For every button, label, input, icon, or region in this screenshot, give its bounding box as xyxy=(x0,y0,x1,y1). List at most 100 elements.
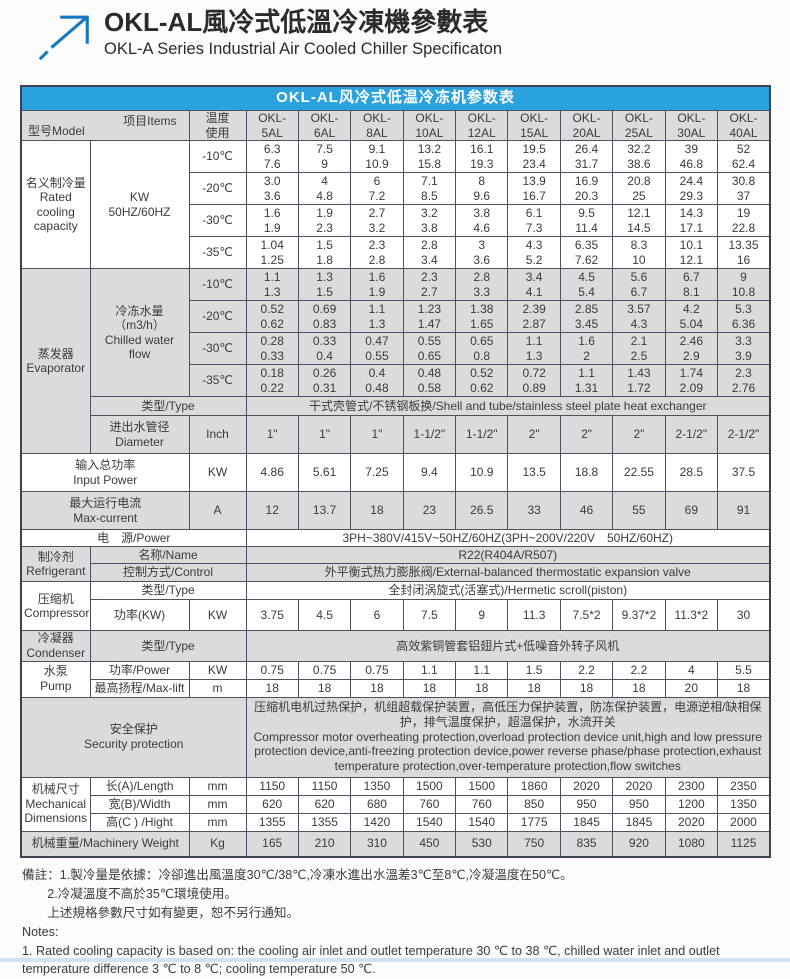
evaporator-row: -35℃ 0.18 0.22 0.26 0.31 0.4 0.48 0.48 0.58… xyxy=(21,364,771,398)
model-header-cell: OKL- 15AL xyxy=(507,109,561,142)
temp-cell: -35℃ xyxy=(188,236,247,270)
temp-cell: -10℃ xyxy=(188,268,247,302)
unit-cell: A xyxy=(188,491,247,531)
value-cell: 26.5 xyxy=(455,491,509,531)
weight-row: 机械重量/Machinery Weight Kg 165 210 310 450 530… xyxy=(20,830,771,858)
value-cell: 18 xyxy=(717,678,771,698)
security-text-cell: 压缩机电机过热保护，机组超载保护装置，高低压力保护装置，防冻保护装置，电源逆相/… xyxy=(245,696,771,778)
unit-cell: KW xyxy=(188,453,247,493)
value-cell: 1355 xyxy=(297,812,352,832)
security-text-zh: 压缩机电机过热保护，机组超载保护装置，高低压力保护装置，防冻保护装置，电源逆相/… xyxy=(254,700,762,730)
condenser-row: 冷凝器 Condenser 类型/Type 高效紫铜管套铝翅片式+低噪音外转子风… xyxy=(20,630,771,662)
value-cell: 760 xyxy=(402,794,457,814)
value-cell: 0.72 0.89 xyxy=(507,364,561,398)
temp-cell: -20℃ xyxy=(188,172,247,206)
refrigerant-name-value: R22(R404A/R507) xyxy=(245,546,771,565)
value-cell: 2.2 xyxy=(612,660,666,680)
value-cell: 1.1 xyxy=(402,660,457,680)
power-supply-label: 电 源/Power xyxy=(20,529,247,548)
value-cell: 0.28 0.33 xyxy=(245,332,299,366)
evaporator-type-row: 类型/Type 干式壳管式/不锈钢板换/Shell and tube/stain… xyxy=(21,396,771,417)
value-cell: 18 xyxy=(350,678,404,698)
value-cell: 52 62.4 xyxy=(717,140,771,174)
value-cell: 2-1/2" xyxy=(717,415,771,455)
model-header-cell: OKL- 6AL xyxy=(297,109,352,142)
value-cell: 1080 xyxy=(664,830,719,858)
value-cell: 2020 xyxy=(664,812,719,832)
value-cell: 2.3 2.8 xyxy=(350,236,404,270)
value-cell: 3 3.6 xyxy=(455,236,509,270)
document-header: OKL-AL風冷式低溫冷凍機參數表 OKL-A Series Industria… xyxy=(36,7,502,62)
value-cell: 39 46.8 xyxy=(664,140,719,174)
value-cell: 2350 xyxy=(717,776,771,796)
value-cell: 2.2 xyxy=(559,660,614,680)
value-cell: 760 xyxy=(455,794,509,814)
value-cell: 13.7 xyxy=(297,491,352,531)
value-cell: 950 xyxy=(612,794,666,814)
value-cell: 3.0 3.6 xyxy=(245,172,299,206)
value-cell: 18 xyxy=(559,678,614,698)
value-cell: 1775 xyxy=(507,812,561,832)
footnote-zh: 備註：1.製冷量是依據：冷卻進出風溫度30℃/38℃,冷凍水進出水溫差3℃至8℃… xyxy=(22,868,573,920)
section-label-evaporator: 蒸发器 Evaporator xyxy=(20,268,91,455)
spec-table: OKL-AL风冷式低温冷冻机参数表 型号Model 项目Items 温度 使用 … xyxy=(20,85,771,858)
value-cell: 12.1 14.5 xyxy=(612,204,666,238)
value-cell: 5.6 6.7 xyxy=(612,268,666,302)
value-cell: 4 4.8 xyxy=(297,172,352,206)
value-cell: 750 xyxy=(507,830,561,858)
value-cell: 18 xyxy=(245,678,299,698)
model-header-cell: OKL- 30AL xyxy=(664,109,719,142)
value-cell: 30.8 37 xyxy=(717,172,771,206)
value-cell: 210 xyxy=(297,830,352,858)
value-cell: 1.1 1.31 xyxy=(559,364,614,398)
pump-lift-row: 最高扬程/Max-lift m 18 18 18 18 18 18 18 18 20 18 xyxy=(21,678,771,698)
refrigerant-name-row: 制冷剂 Refrigerant 名称/Name R22(R404A/R507) xyxy=(20,546,771,583)
value-cell: 1-1/2" xyxy=(455,415,509,455)
diameter-row: 进出水管径 Diameter Inch 1" 1" 1" 1-1/2" 1-1/2" 2"… xyxy=(21,415,771,455)
value-cell: 4.5 xyxy=(297,599,352,632)
section-label-pump: 水泵 Pump xyxy=(20,660,91,698)
table-header-row: 型号Model 项目Items 温度 使用 OKL- 5AL OKL- 6AL OK… xyxy=(20,109,771,142)
value-cell: 6.3 7.6 xyxy=(245,140,299,174)
value-cell: 1500 xyxy=(402,776,457,796)
value-cell: 1125 xyxy=(717,830,771,858)
value-cell: 0.33 0.4 xyxy=(297,332,352,366)
value-cell: 24.4 29.3 xyxy=(664,172,719,206)
value-cell: 3.4 4.1 xyxy=(507,268,561,302)
value-cell: 3.75 xyxy=(245,599,299,632)
value-cell: 2300 xyxy=(664,776,719,796)
value-cell: 1.6 1.9 xyxy=(245,204,299,238)
value-cell: 18 xyxy=(455,678,509,698)
value-cell: 7.1 8.5 xyxy=(402,172,457,206)
unit-cell: KW xyxy=(188,660,247,680)
value-cell: 310 xyxy=(350,830,404,858)
value-cell: 0.48 0.58 xyxy=(402,364,457,398)
value-cell: 16.1 19.3 xyxy=(455,140,509,174)
value-cell: 1845 xyxy=(559,812,614,832)
value-cell: 1540 xyxy=(455,812,509,832)
power-supply-value: 3PH~380V/415V~50HZ/60HZ(3PH~200V/220V 50… xyxy=(245,529,771,548)
value-cell: 1.1 xyxy=(455,660,509,680)
value-cell: 5.5 xyxy=(717,660,771,680)
unit-cell: mm xyxy=(188,776,247,796)
value-cell: 7.5 xyxy=(402,599,457,632)
pump-power-label: 功率/Power xyxy=(89,660,190,680)
value-cell: 620 xyxy=(297,794,352,814)
value-cell: 5.61 xyxy=(297,453,352,493)
value-cell: 18 xyxy=(297,678,352,698)
value-cell: 0.52 0.62 xyxy=(245,300,299,334)
value-cell: 0.47 0.55 xyxy=(350,332,404,366)
mech-length-row: 机械尺寸 Mechanical Dimensions 长(A)/Length m… xyxy=(20,776,771,832)
refrigerant-name-label: 名称/Name xyxy=(89,546,247,565)
value-cell: 0.65 0.8 xyxy=(455,332,509,366)
mech-row-label: 高(C ) /Hight xyxy=(89,812,190,832)
value-cell: 18 xyxy=(507,678,561,698)
section-label-cooling: 名义制冷量 Rated cooling capacity xyxy=(20,140,91,270)
condenser-type-value: 高效紫铜管套铝翅片式+低噪音外转子风机 xyxy=(245,630,771,662)
footnote-en: Notes: 1. Rated cooling capacity is base… xyxy=(22,924,720,977)
corner-model-label: 型号Model xyxy=(28,123,85,138)
value-cell: 620 xyxy=(245,794,299,814)
temp-usage-header: 温度 使用 xyxy=(188,109,247,142)
value-cell: 23 xyxy=(402,491,457,531)
value-cell: 1.43 1.72 xyxy=(612,364,666,398)
